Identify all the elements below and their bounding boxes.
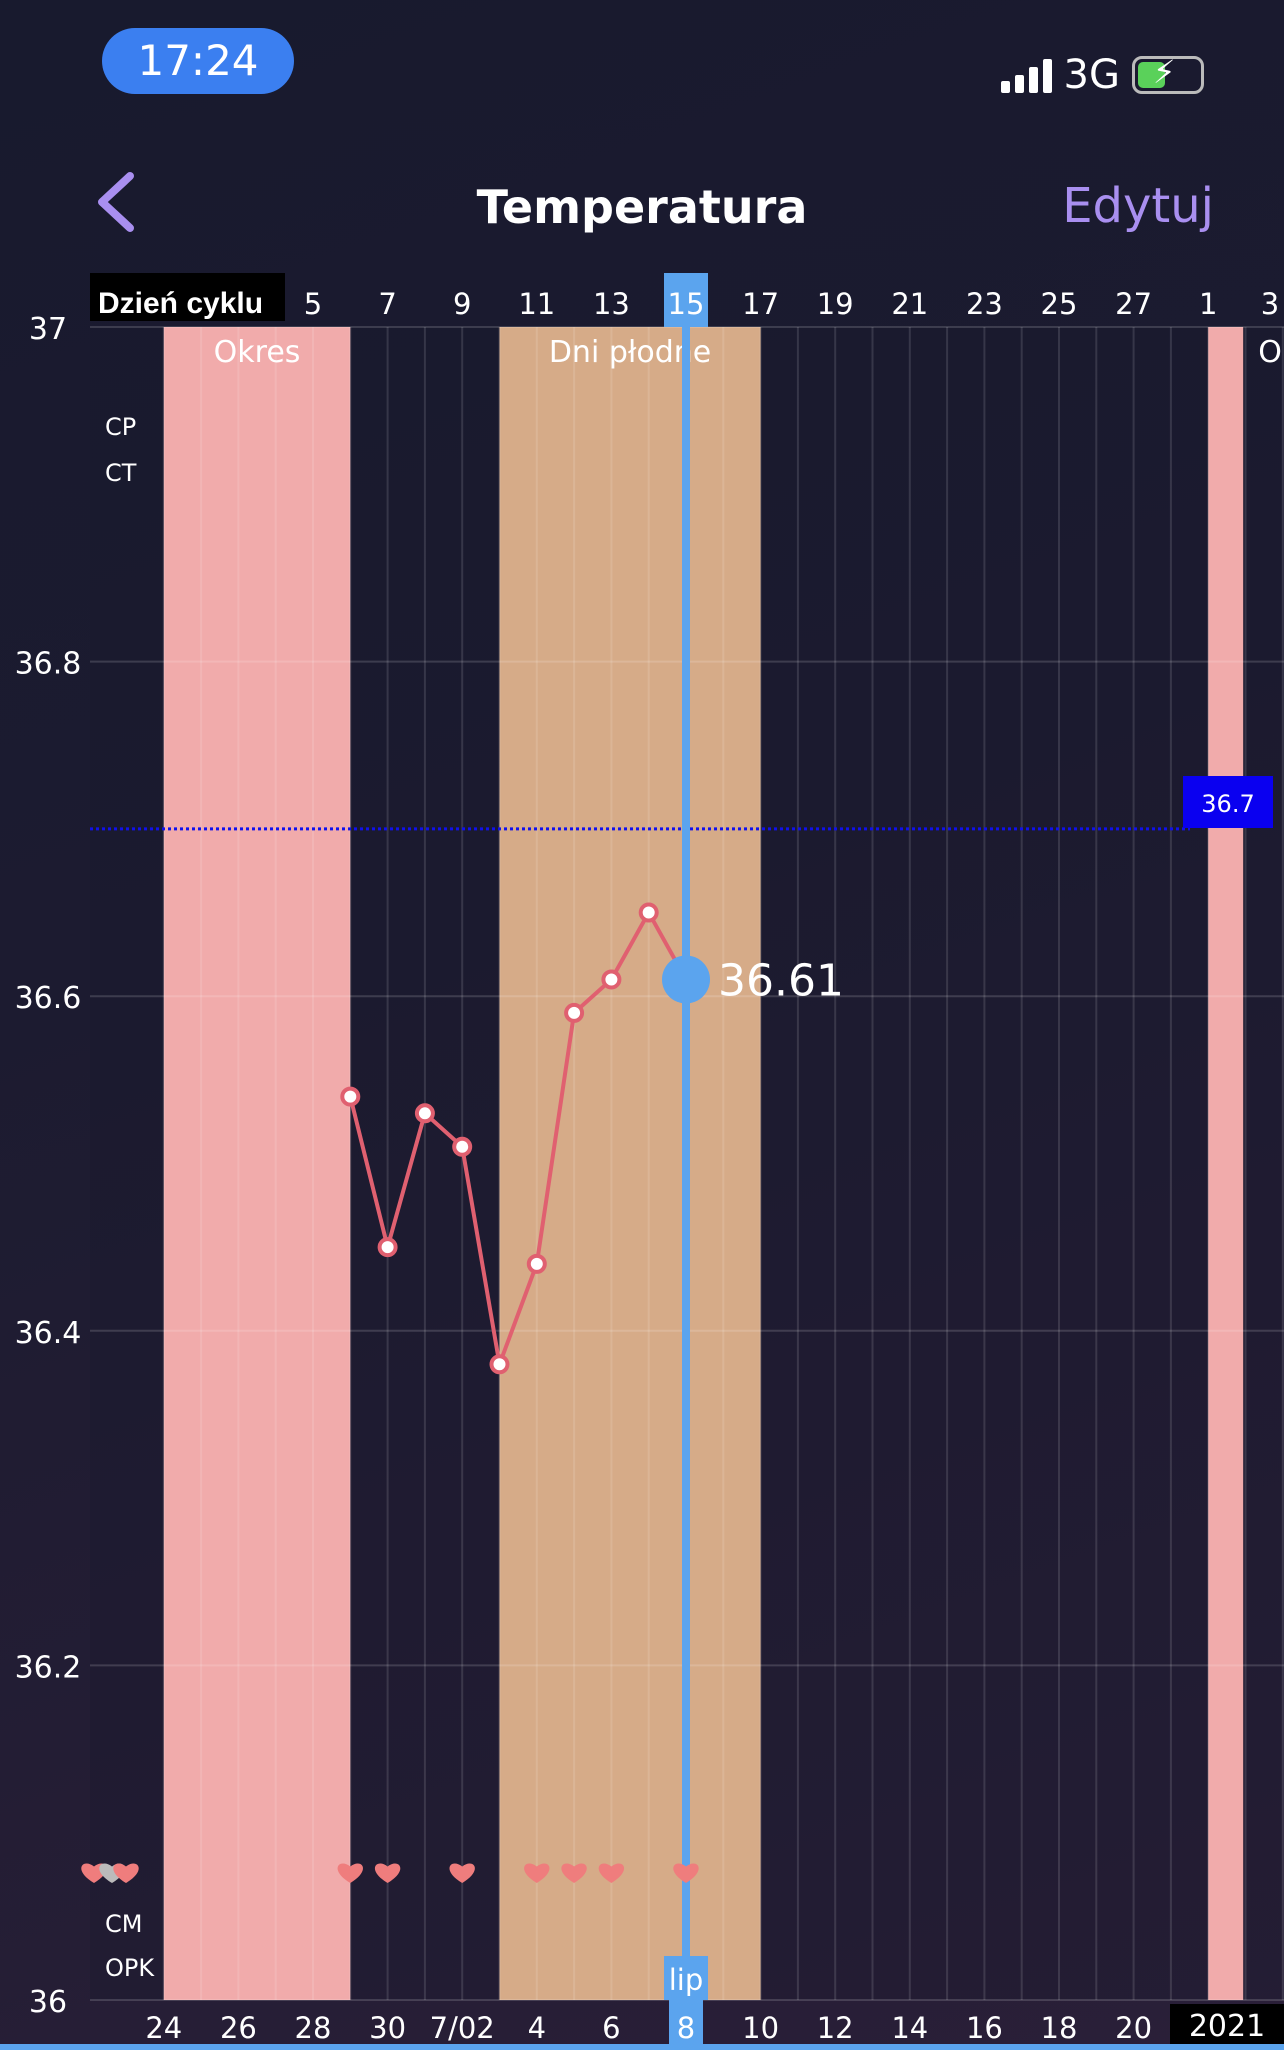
y-tick-label: 36.6 — [15, 981, 82, 1016]
bottom-tick-label: 20 — [1115, 2011, 1152, 2045]
top-tick-label: 1 — [1199, 287, 1217, 321]
coverline-label: 36.7 — [1201, 790, 1254, 818]
bottom-tick-label: 10 — [742, 2011, 779, 2045]
y-tick-label: 36 — [29, 1985, 67, 2020]
heart-icon — [113, 1863, 139, 1883]
row-label-ct: CT — [105, 459, 137, 487]
selected-day-top-marker — [664, 273, 708, 327]
bottom-tick-label: 26 — [220, 2011, 257, 2045]
bottom-scrollbar — [0, 2044, 1284, 2050]
bottom-tick-label: 6 — [602, 2011, 620, 2045]
top-tick-label: 7 — [378, 287, 396, 321]
top-tick-label: 5 — [304, 287, 322, 321]
temperature-point — [452, 1136, 473, 1157]
year-label-bg — [1170, 2004, 1284, 2044]
top-tick-label: 17 — [742, 287, 779, 321]
top-tick-label: 11 — [518, 287, 555, 321]
temperature-point — [340, 1086, 361, 1107]
heart-icon — [673, 1863, 699, 1883]
bottom-tick-label: 14 — [891, 2011, 928, 2045]
bottom-tick-label: 12 — [817, 2011, 854, 2045]
temperature-point — [377, 1237, 398, 1258]
year-label: 2021 — [1189, 2009, 1265, 2044]
top-tick-label: 19 — [817, 287, 854, 321]
band-2 — [1208, 327, 1244, 2000]
bottom-tick-label: 28 — [295, 2011, 332, 2045]
top-tick-label: 9 — [453, 287, 471, 321]
band-label: O — [1258, 335, 1282, 370]
top-tick-label: 3 — [1261, 287, 1279, 321]
edit-button[interactable]: Edytuj — [1062, 178, 1214, 234]
month-marker — [664, 1956, 708, 2000]
y-tick-label: 36.2 — [15, 1650, 82, 1685]
selected-day-bottom-marker — [669, 2000, 703, 2050]
selected-point — [662, 955, 710, 1004]
temperature-point — [638, 902, 659, 923]
band-label: Okres — [214, 335, 301, 370]
bottom-tick-label: 16 — [966, 2011, 1003, 2045]
top-tick-label: 25 — [1041, 287, 1078, 321]
heart-icon — [561, 1863, 587, 1883]
status-icons: 3G ⚡ — [1000, 52, 1204, 98]
heart-icon — [524, 1863, 550, 1883]
top-axis-label: Dzień cyklu — [98, 287, 263, 320]
row-label-opk: OPK — [105, 1954, 155, 1982]
bottom-tick-label: 4 — [528, 2011, 546, 2045]
top-tick-label: 27 — [1115, 287, 1152, 321]
heart-icon — [374, 1863, 401, 1883]
coverline-badge — [1183, 776, 1273, 828]
top-tick-label: 15 — [668, 287, 705, 321]
month-label: lip — [669, 1963, 704, 1997]
bottom-tick-label: 8 — [677, 2011, 695, 2045]
heart-icon — [337, 1863, 364, 1883]
top-tick-label: 21 — [891, 287, 928, 321]
y-tick-label: 36.8 — [15, 647, 82, 682]
bottom-tick-label: 7/02 — [430, 2011, 495, 2045]
signal-icon — [1000, 57, 1052, 93]
top-tick-label: 23 — [966, 287, 1003, 321]
heart-icon — [449, 1863, 475, 1883]
heart-icon — [598, 1863, 625, 1883]
row-label-cp: CP — [105, 413, 136, 441]
bottom-tick-label: 30 — [369, 2011, 406, 2045]
battery-charging-icon: ⚡ — [1132, 53, 1204, 94]
bottom-tick-label: 24 — [145, 2011, 182, 2045]
temperature-point — [414, 1103, 435, 1124]
top-tick-label: 13 — [593, 287, 630, 321]
y-tick-label: 37 — [29, 312, 67, 347]
bottom-tick-label: 18 — [1041, 2011, 1078, 2045]
top-axis-label-bg — [90, 273, 285, 321]
page-title: Temperatura — [476, 180, 808, 234]
temperature-point — [489, 1354, 510, 1375]
status-time: 17:24 — [102, 28, 294, 94]
band-1 — [499, 327, 761, 2000]
y-tick-label: 36.4 — [15, 1316, 82, 1351]
network-label: 3G — [1063, 52, 1120, 98]
selected-value-label: 36.61 — [718, 955, 844, 1006]
band-0 — [163, 327, 351, 2000]
temperature-point — [564, 1002, 585, 1023]
back-chevron-icon[interactable] — [92, 172, 142, 232]
temperature-line — [348, 908, 688, 1372]
temperature-point — [601, 969, 622, 990]
temperature-point — [526, 1253, 547, 1274]
row-label-cm: CM — [105, 1910, 142, 1938]
